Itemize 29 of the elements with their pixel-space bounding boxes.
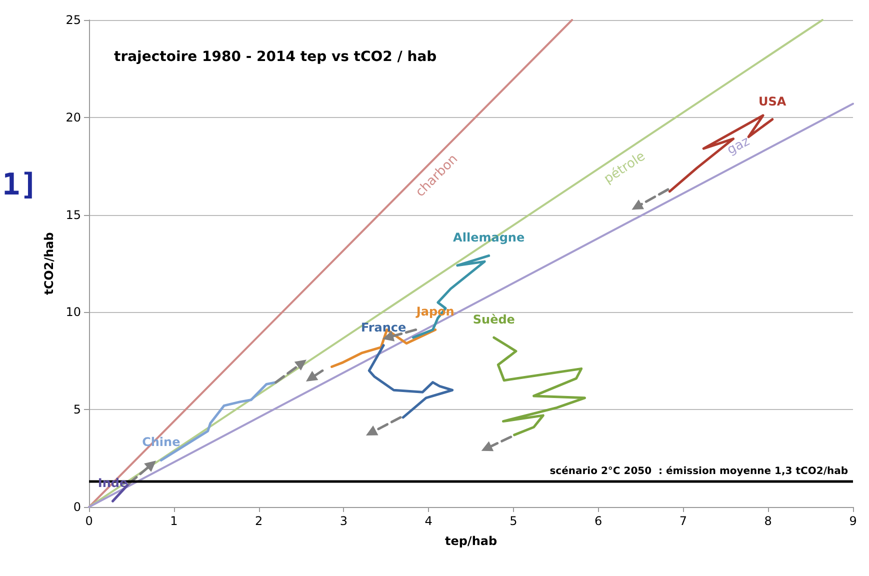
x-tick-label: 5 [510, 514, 518, 528]
x-axis-title: tep/hab [444, 534, 498, 548]
ref-line-label: scénario 2°C 2050 : émission moyenne 1,3 tCO2/hab [550, 466, 848, 478]
series-label: Inde [98, 476, 128, 490]
y-tick-label: 25 [66, 13, 81, 27]
y-tick-label: 10 [66, 305, 81, 320]
y-tick-label: 20 [66, 110, 81, 124]
line-series [492, 336, 586, 436]
y-tick-label: 0 [73, 500, 81, 514]
x-tick-label: 2 [254, 514, 263, 528]
x-tick-label: 7 [679, 514, 688, 528]
x-tick-label: 0 [85, 514, 93, 528]
text: trajectoire 1980 - 2014 tep vs tCO2 / hab [114, 49, 437, 65]
text: 1] [2, 168, 38, 202]
x-tick-label: 9 [849, 514, 857, 528]
series-label: Suède [472, 312, 515, 327]
x-tick-label: 4 [424, 514, 432, 528]
x-tick-label: 3 [340, 514, 348, 528]
line-series [668, 114, 774, 193]
text: gaz [724, 134, 752, 158]
y-tick-label: 5 [73, 402, 81, 417]
y-tick-label: 15 [66, 208, 81, 222]
series-label: France [360, 320, 406, 334]
x-tick-label: 6 [594, 514, 602, 528]
y-axis-title: tCO2/hab [42, 232, 56, 295]
series-label: USA [758, 94, 787, 108]
line-series [368, 344, 454, 419]
x-tick-label: 1 [170, 514, 178, 528]
x-tick-label: 8 [764, 514, 772, 528]
